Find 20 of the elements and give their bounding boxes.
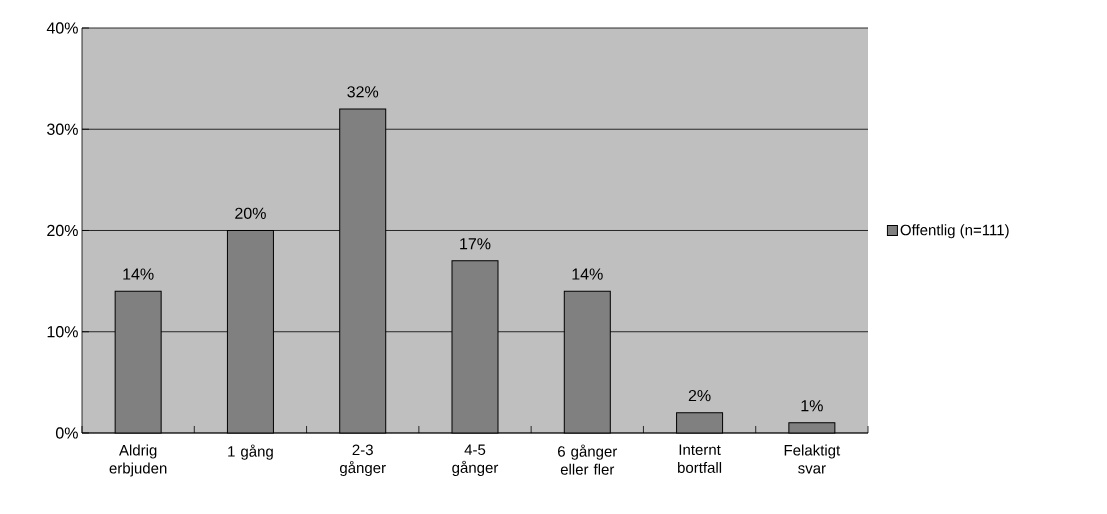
- data-label: 14%: [123, 268, 154, 280]
- data-label: 17%: [460, 238, 491, 250]
- x-tick-label: 1 gång: [228, 444, 273, 460]
- x-tick-label: Felaktigt svar: [784, 444, 841, 474]
- x-tick-label: Aldrig erbjuden: [109, 444, 167, 477]
- data-label: 2%: [688, 389, 711, 402]
- x-tick-label: 6 gånger eller fler: [558, 444, 618, 475]
- y-tick-label: 30%: [47, 123, 78, 135]
- data-label: 32%: [347, 86, 379, 98]
- x-tick-label: Internt bortfall: [678, 444, 722, 473]
- data-label: 20%: [235, 207, 266, 219]
- data-label: 1%: [801, 400, 823, 412]
- y-tick-label: 0%: [55, 427, 78, 439]
- y-tick-label: 40%: [46, 22, 78, 34]
- x-tick-label: 4-5 gånger: [452, 444, 499, 476]
- legend-label: Offentlig (n=111): [900, 224, 1009, 239]
- y-tick-label: 10%: [47, 326, 78, 338]
- data-label: 14%: [572, 268, 603, 280]
- x-tick-label: 2-3 gånger: [339, 444, 386, 477]
- y-tick-label: 20%: [47, 224, 78, 237]
